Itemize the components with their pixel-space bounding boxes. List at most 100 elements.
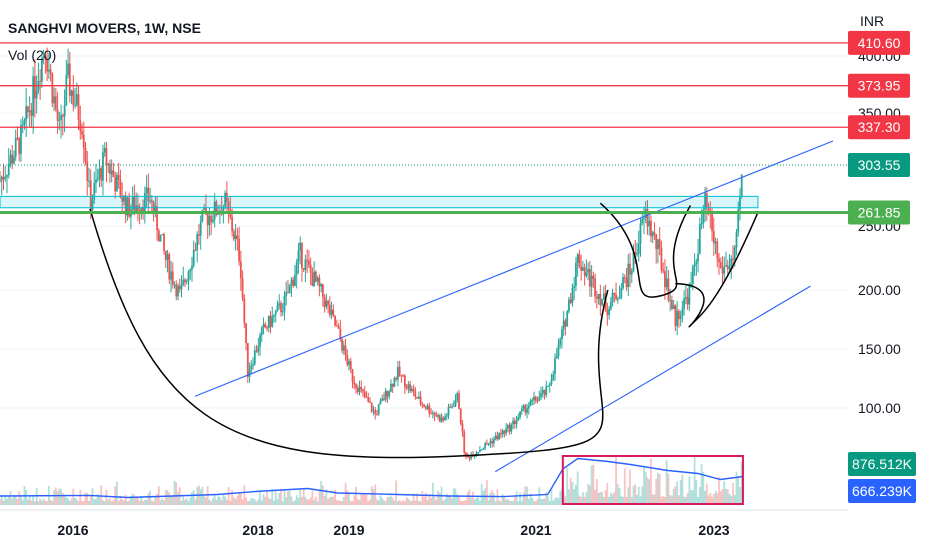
candle-body [487, 443, 490, 445]
volume-bar [620, 495, 623, 505]
volume-bar [711, 496, 713, 505]
volume-bar [60, 489, 62, 505]
candle-body [70, 90, 73, 96]
volume-bar [34, 501, 36, 505]
volume-bar [730, 496, 733, 505]
volume-bar [433, 496, 436, 505]
volume-bar [203, 496, 206, 505]
volume-bar [114, 486, 117, 505]
candle-body [142, 207, 145, 213]
candle-body [690, 283, 693, 286]
volume-bar [606, 483, 609, 505]
candle-body [192, 249, 195, 266]
volume-bar [548, 501, 551, 505]
price-tag-303-55: 303.55 [858, 157, 901, 173]
candle-body [346, 354, 349, 365]
candle-body [372, 410, 375, 412]
volume-bar [170, 496, 172, 505]
volume-bar [325, 489, 328, 505]
volume-bar [510, 501, 513, 505]
volume-bar [68, 500, 71, 505]
candle-body [627, 263, 630, 288]
candle-body [718, 258, 720, 263]
candle-body [294, 274, 296, 287]
volume-bar [383, 500, 385, 505]
candle-body [334, 315, 336, 326]
volume-bar [166, 490, 169, 505]
candle-body [25, 106, 28, 121]
candle-body [201, 209, 204, 222]
candle-body [285, 292, 288, 297]
candle-body [16, 138, 19, 140]
candle-body [732, 258, 734, 261]
candle-body [695, 261, 698, 265]
volume-bar [564, 496, 567, 505]
volume-bar [316, 501, 319, 505]
volume-bar [709, 492, 712, 505]
candle-body [98, 168, 101, 179]
candle-body [191, 265, 193, 270]
volume-bar [622, 496, 624, 505]
volume-bar [587, 483, 590, 505]
candle-body [630, 270, 633, 275]
volume-bar [119, 495, 122, 505]
candle-body [353, 381, 356, 385]
volume-bar [552, 500, 555, 505]
price-tag-373-95: 373.95 [858, 78, 901, 94]
volume-bar [49, 499, 52, 505]
volume-bar [683, 496, 686, 505]
candle-body [189, 269, 192, 272]
volume-bar [278, 492, 281, 505]
candle-body [44, 55, 47, 60]
candle-body [128, 197, 131, 217]
candle-body [444, 416, 446, 421]
volume-bar [288, 490, 291, 505]
volume-bar [601, 491, 603, 505]
volume-bar [423, 496, 425, 505]
volume-bar [77, 501, 80, 505]
candle-body [735, 232, 738, 248]
volume-bar [414, 500, 417, 505]
volume-bar [650, 458, 652, 505]
volume-bar [667, 473, 670, 505]
volume-bar [547, 496, 549, 505]
candle-body [2, 176, 5, 180]
volume-bar [262, 493, 265, 505]
volume-bar [623, 468, 626, 505]
candle-body [608, 308, 610, 315]
volume-indicator-label[interactable]: Vol (20) [8, 47, 57, 63]
volume-bar [479, 500, 481, 505]
candle-body [512, 420, 514, 425]
volume-bar [482, 490, 485, 505]
volume-bar [653, 494, 656, 505]
candle-body [79, 120, 82, 132]
volume-bar [173, 480, 176, 505]
candle-body [166, 254, 169, 260]
candle-body [587, 268, 590, 273]
candle-body [480, 449, 483, 451]
candle-body [456, 393, 459, 401]
candle-body [321, 284, 324, 298]
candle-body [625, 278, 628, 288]
volume-bar [372, 489, 375, 505]
candle-body [383, 398, 385, 400]
volume-bar [573, 489, 576, 505]
year-tick-label: 2019 [333, 522, 364, 538]
volume-bar [386, 496, 389, 505]
candle-body [34, 76, 36, 99]
candle-body [613, 292, 616, 295]
volume-bar [541, 499, 544, 505]
candle-body [280, 303, 282, 313]
volume-bar [321, 485, 324, 505]
candle-body [562, 320, 565, 330]
volume-bar [96, 493, 99, 505]
year-tick-label: 2016 [57, 522, 88, 538]
candle-body [503, 430, 506, 434]
candle-body [194, 249, 197, 251]
candle-body [42, 55, 45, 58]
volume-bar [580, 496, 583, 505]
volume-bar [369, 499, 371, 505]
candle-body [548, 384, 551, 386]
volume-bar [625, 496, 628, 505]
